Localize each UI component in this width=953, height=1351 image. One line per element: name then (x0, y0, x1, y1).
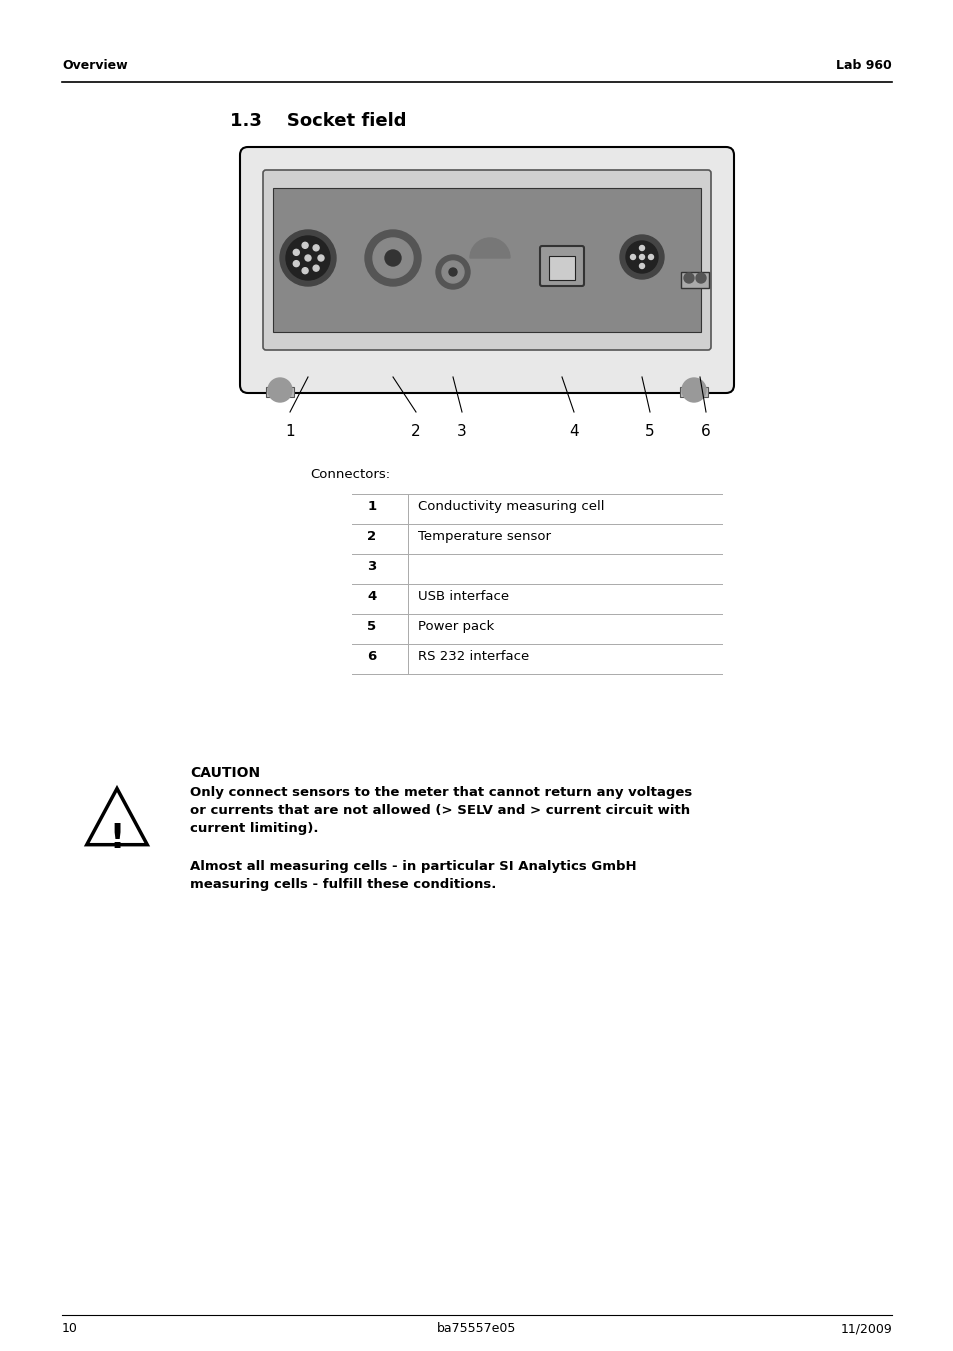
Circle shape (639, 263, 644, 269)
Text: CAUTION: CAUTION (190, 766, 260, 780)
Text: 10: 10 (62, 1323, 78, 1335)
Circle shape (365, 230, 420, 286)
Polygon shape (87, 789, 147, 844)
Circle shape (619, 235, 663, 280)
Text: 6: 6 (700, 424, 710, 439)
Bar (680, 272, 708, 288)
Text: USB interface: USB interface (417, 590, 509, 603)
Circle shape (302, 267, 308, 274)
Circle shape (302, 242, 308, 249)
Text: 1.3    Socket field: 1.3 Socket field (230, 112, 406, 130)
Text: ba75557e05: ba75557e05 (436, 1323, 517, 1335)
Bar (266, 386, 294, 397)
Text: Almost all measuring cells - in particular SI Analytics GmbH
measuring cells - f: Almost all measuring cells - in particul… (190, 861, 636, 892)
Text: RS 232 interface: RS 232 interface (417, 650, 529, 663)
Wedge shape (470, 238, 510, 258)
Circle shape (436, 255, 470, 289)
Circle shape (385, 250, 400, 266)
Circle shape (313, 265, 318, 272)
Text: 4: 4 (367, 590, 376, 603)
Text: Power pack: Power pack (417, 620, 494, 634)
Circle shape (293, 250, 299, 255)
Text: Lab 960: Lab 960 (836, 59, 891, 72)
Circle shape (696, 273, 705, 282)
Text: 2: 2 (367, 530, 376, 543)
Circle shape (373, 238, 413, 278)
FancyBboxPatch shape (539, 246, 583, 286)
Text: !: ! (110, 821, 125, 854)
Text: Only connect sensors to the meter that cannot return any voltages
or currents th: Only connect sensors to the meter that c… (190, 786, 692, 835)
Text: 5: 5 (367, 620, 376, 634)
Text: 1: 1 (285, 424, 294, 439)
Circle shape (630, 254, 635, 259)
Text: Overview: Overview (62, 59, 128, 72)
Text: Temperature sensor: Temperature sensor (417, 530, 551, 543)
Bar (548, 255, 575, 280)
Circle shape (317, 255, 324, 261)
Circle shape (639, 254, 644, 259)
Text: Conductivity measuring cell: Conductivity measuring cell (417, 500, 604, 513)
Text: 1: 1 (367, 500, 376, 513)
Circle shape (681, 378, 705, 403)
Text: 3: 3 (456, 424, 466, 439)
Circle shape (286, 236, 330, 280)
Circle shape (268, 378, 292, 403)
Text: 2: 2 (411, 424, 420, 439)
Text: Connectors:: Connectors: (310, 467, 390, 481)
Circle shape (625, 240, 658, 273)
Circle shape (449, 267, 456, 276)
Text: 11/2009: 11/2009 (840, 1323, 891, 1335)
Circle shape (313, 245, 318, 251)
Circle shape (280, 230, 335, 286)
FancyBboxPatch shape (240, 147, 733, 393)
Text: 5: 5 (644, 424, 654, 439)
Circle shape (683, 273, 693, 282)
Circle shape (305, 255, 311, 261)
Circle shape (293, 261, 299, 266)
Text: 4: 4 (569, 424, 578, 439)
Circle shape (639, 246, 644, 250)
Bar (273, 188, 700, 332)
Circle shape (648, 254, 653, 259)
Text: 6: 6 (367, 650, 376, 663)
Circle shape (441, 261, 463, 282)
Bar (679, 386, 707, 397)
Text: 3: 3 (367, 561, 376, 573)
FancyBboxPatch shape (263, 170, 710, 350)
